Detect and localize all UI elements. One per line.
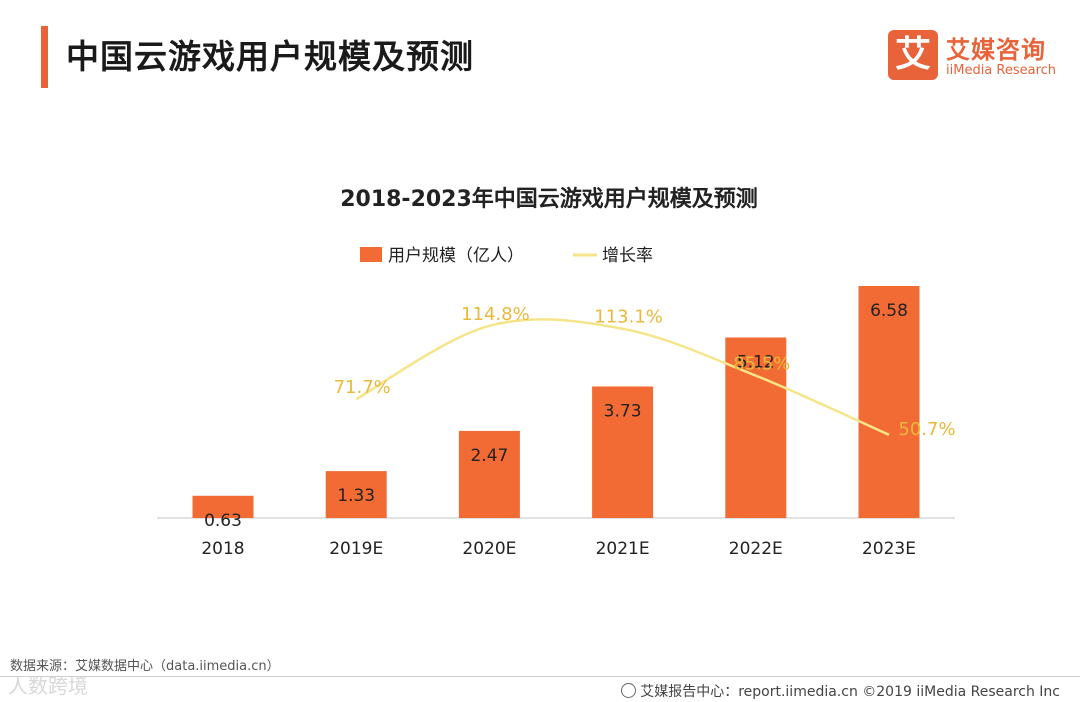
legend-bar-swatch bbox=[360, 247, 382, 262]
title-accent-bar bbox=[41, 26, 48, 88]
legend-line-label: 增长率 bbox=[602, 246, 653, 266]
growth-label-2021E: 113.1% bbox=[594, 307, 663, 328]
x-tick-2019E: 2019E bbox=[329, 539, 383, 559]
logo-en-text: iiMedia Research bbox=[946, 63, 1057, 78]
logo-cn-text: 艾媒咨询 bbox=[946, 36, 1046, 64]
footer-credit-text: 艾媒报告中心：report.iimedia.cn ©2019 iiMedia R… bbox=[640, 684, 1060, 700]
bar-label-2021E: 3.73 bbox=[604, 401, 642, 421]
bar-2023E bbox=[858, 286, 920, 518]
bar-label-2020E: 2.47 bbox=[470, 446, 508, 466]
globe-icon bbox=[621, 683, 637, 698]
bar-2018 bbox=[192, 495, 254, 518]
chart-title: 2018-2023年中国云游戏用户规模及预测 bbox=[340, 186, 758, 212]
page-title: 中国云游戏用户规模及预测 bbox=[66, 37, 474, 76]
footer-credit: 艾媒报告中心：report.iimedia.cn ©2019 iiMedia R… bbox=[621, 681, 1060, 701]
x-tick-2022E: 2022E bbox=[729, 539, 783, 559]
x-tick-2021E: 2021E bbox=[596, 539, 650, 559]
footer-divider bbox=[0, 676, 1080, 677]
legend-bar-label: 用户规模（亿人） bbox=[388, 246, 524, 266]
x-tick-2018: 2018 bbox=[201, 539, 244, 559]
growth-rate-line bbox=[355, 318, 890, 436]
bar-2020E bbox=[458, 430, 520, 518]
bar-label-2023E: 6.58 bbox=[870, 301, 908, 321]
growth-label-2023E: 50.7% bbox=[898, 419, 955, 440]
bar-2021E bbox=[592, 386, 654, 518]
x-tick-2023E: 2023E bbox=[862, 539, 916, 559]
bar-2019E bbox=[325, 471, 387, 518]
growth-label-2020E: 114.8% bbox=[461, 304, 530, 325]
iimedia-logo: 艾 艾媒咨询 iiMedia Research bbox=[888, 30, 1060, 82]
data-source: 数据来源：艾媒数据中心（data.iimedia.cn） bbox=[10, 659, 280, 674]
bar-label-2019E: 1.33 bbox=[337, 486, 375, 506]
growth-label-2019E: 71.7% bbox=[334, 377, 391, 398]
x-tick-2020E: 2020E bbox=[462, 539, 516, 559]
bar-label-2018: 0.63 bbox=[204, 511, 242, 531]
logo-mark-icon: 艾 bbox=[888, 30, 938, 80]
bar-label-2022E: 5.12 bbox=[737, 352, 775, 372]
watermark: 人数跨境 bbox=[8, 674, 88, 698]
growth-label-2022E: 85.5% bbox=[733, 354, 790, 375]
